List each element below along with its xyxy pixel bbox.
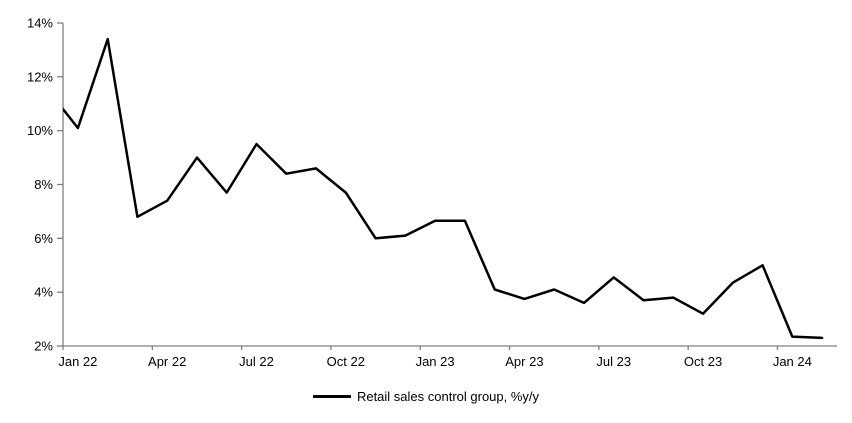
chart-legend: Retail sales control group, %y/y	[0, 389, 852, 404]
x-tick-label: Jan 24	[773, 354, 812, 369]
series-line-retail-sales-control-group	[63, 37, 824, 340]
x-tick-label: Jan 22	[58, 354, 97, 369]
x-tick-label: Jan 23	[416, 354, 455, 369]
legend-label: Retail sales control group, %y/y	[356, 389, 540, 404]
x-tick-label: Oct 22	[327, 354, 365, 369]
line-chart: 14% 12% 10% 8% 6% 4% 2% Jan 22 Apr 22 Jul 22 Oct 2…	[27, 16, 837, 369]
y-tick-label: 2%	[34, 339, 53, 354]
y-tick-label: 8%	[34, 177, 53, 192]
x-tick-label: Jul 23	[596, 354, 631, 369]
x-tick-label: Apr 23	[505, 354, 543, 369]
y-tick-label: 4%	[34, 285, 53, 300]
x-tick-label: Oct 23	[684, 354, 722, 369]
x-tick-label: Jul 22	[239, 354, 274, 369]
y-tick-label: 6%	[34, 231, 53, 246]
y-tick-label: 10%	[27, 123, 53, 138]
legend-line-marker	[312, 395, 351, 398]
x-tick-label: Apr 22	[148, 354, 186, 369]
y-tick-label: 14%	[27, 16, 53, 31]
y-tick-label: 12%	[27, 69, 53, 84]
